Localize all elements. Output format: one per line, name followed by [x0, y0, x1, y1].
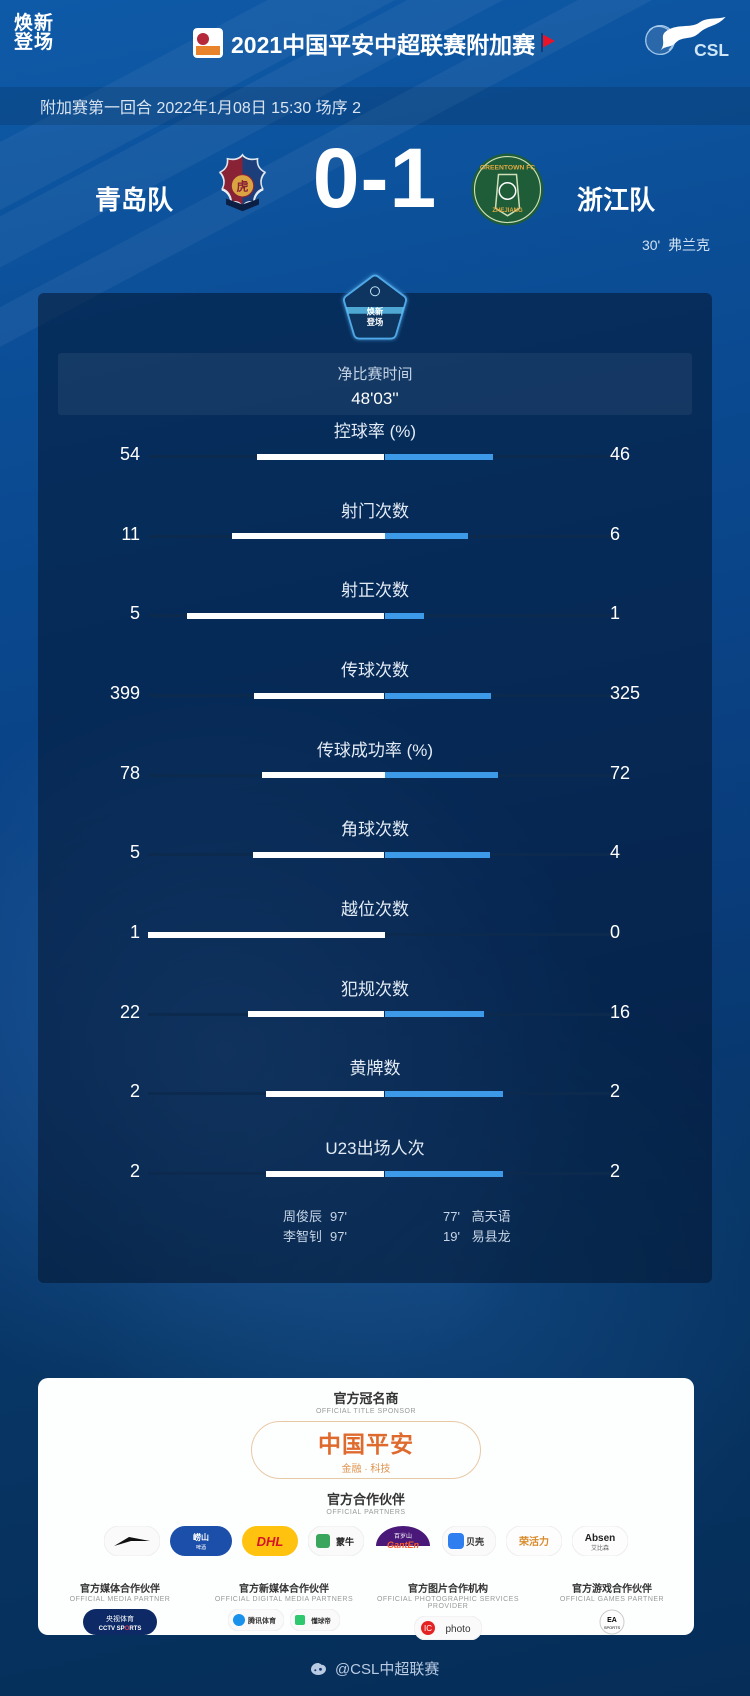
svg-text:登场: 登场 [366, 317, 384, 327]
svg-text:啤酒: 啤酒 [196, 1544, 206, 1551]
svg-text:EA: EA [607, 1617, 617, 1624]
svg-text:艾比森: 艾比森 [591, 1544, 609, 1552]
svg-text:百岁山: 百岁山 [394, 1532, 412, 1540]
svg-text:懂球帝: 懂球帝 [311, 1616, 331, 1625]
svg-text:焕新: 焕新 [367, 307, 384, 317]
svg-text:GREENTOWN FC: GREENTOWN FC [480, 164, 535, 171]
svg-text:荣活力: 荣活力 [518, 1535, 549, 1548]
svg-text:崂山: 崂山 [193, 1532, 209, 1542]
svg-text:ZHEJIANG: ZHEJIANG [492, 208, 523, 214]
svg-text:SPORTS: SPORTS [604, 1625, 621, 1630]
svg-text:蒙牛: 蒙牛 [336, 1536, 354, 1547]
svg-text:GantEn: GantEn [387, 1540, 420, 1550]
svg-text:腾讯体育: 腾讯体育 [247, 1616, 276, 1625]
svg-text:Absen: Absen [585, 1533, 616, 1544]
svg-text:IC: IC [424, 1624, 432, 1633]
svg-text:DHL: DHL [257, 1534, 284, 1549]
svg-text:CSL: CSL [694, 40, 729, 60]
svg-text:虎: 虎 [236, 178, 248, 193]
svg-text:央视体育: 央视体育 [106, 1614, 134, 1623]
svg-text:photo: photo [445, 1624, 470, 1635]
svg-text:贝壳: 贝壳 [466, 1536, 484, 1547]
svg-text:CCTV SPORTS: CCTV SPORTS [99, 1626, 142, 1632]
